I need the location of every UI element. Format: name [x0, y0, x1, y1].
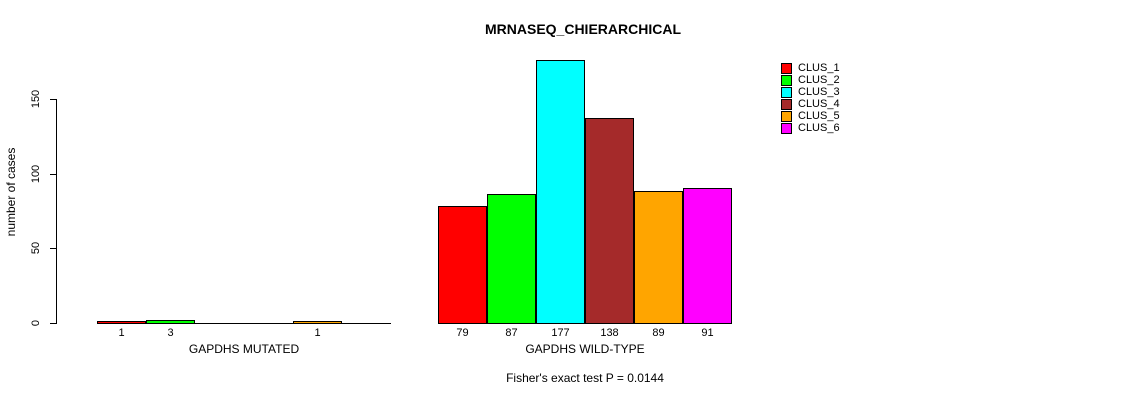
fisher-test-annotation: Fisher's exact test P = 0.0144: [506, 371, 664, 385]
legend-item-clus-1: CLUS_1: [781, 62, 840, 74]
bar-value-label: 3: [167, 327, 174, 339]
y-axis-label: number of cases: [4, 147, 18, 237]
legend-label: CLUS_4: [798, 98, 840, 110]
bar-clus-3: [195, 323, 244, 324]
bar-clus-2: [146, 320, 195, 324]
bar-value-label: 177: [551, 327, 570, 339]
bar-clus-1: [438, 206, 487, 324]
y-tick-mark: [50, 323, 57, 324]
bar-clus-2: [487, 194, 536, 324]
bar-value-label: 1: [118, 327, 125, 339]
y-tick-mark: [50, 248, 57, 249]
legend-item-clus-6: CLUS_6: [781, 122, 840, 134]
bar-clus-6: [683, 188, 732, 324]
bar-clus-4: [244, 323, 293, 324]
chart-title: MRNASEQ_CHIERARCHICAL: [484, 21, 682, 37]
bar-value-label: 87: [505, 327, 518, 339]
legend-label: CLUS_1: [798, 62, 840, 74]
bar-clus-6: [342, 323, 391, 324]
legend-label: CLUS_2: [798, 74, 840, 86]
legend-swatch: [781, 86, 792, 98]
y-tick-mark: [50, 99, 57, 100]
legend-swatch: [781, 110, 792, 122]
bar-clus-3: [536, 60, 585, 324]
y-tick-label: 100: [30, 164, 42, 184]
bar-value-label: 138: [600, 327, 619, 339]
legend-swatch: [781, 62, 792, 74]
y-tick-label: 0: [30, 319, 42, 327]
legend-label: CLUS_3: [798, 86, 840, 98]
legend-swatch: [781, 74, 792, 86]
bar-clus-4: [585, 118, 634, 324]
legend-item-clus-4: CLUS_4: [781, 98, 840, 110]
legend-item-clus-2: CLUS_2: [781, 74, 840, 86]
y-tick-label: 50: [30, 241, 42, 255]
bar-clus-1: [97, 321, 146, 324]
group-label: GAPDHS MUTATED: [188, 342, 300, 356]
bar-value-label: 79: [456, 327, 469, 339]
legend-swatch: [781, 98, 792, 110]
bar-value-label: 91: [701, 327, 714, 339]
legend-item-clus-3: CLUS_3: [781, 86, 840, 98]
bar-clus-5: [293, 321, 342, 324]
bar-value-label: 89: [652, 327, 665, 339]
y-axis-line: [56, 100, 57, 324]
legend-swatch: [781, 122, 792, 134]
group-label: GAPDHS WILD-TYPE: [525, 342, 645, 356]
y-tick-mark: [50, 174, 57, 175]
legend-item-clus-5: CLUS_5: [781, 110, 840, 122]
legend-label: CLUS_5: [798, 110, 840, 122]
y-tick-label: 150: [30, 89, 42, 109]
bar-clus-5: [634, 191, 683, 324]
bar-value-label: 1: [314, 327, 321, 339]
legend-label: CLUS_6: [798, 122, 840, 134]
